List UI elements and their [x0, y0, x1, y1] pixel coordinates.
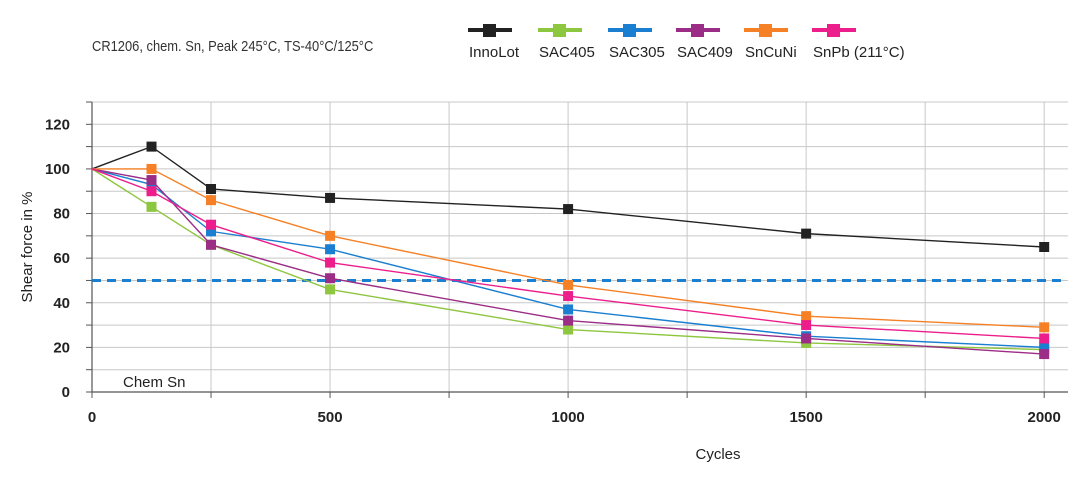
data-point-marker	[325, 257, 336, 268]
legend-label: SnCuNi	[745, 44, 797, 61]
data-point-marker	[1039, 342, 1050, 353]
y-tick-label: 120	[45, 116, 70, 133]
chart-annotation: Chem Sn	[123, 374, 186, 391]
data-point-marker	[1039, 242, 1050, 252]
plot-area	[92, 102, 1068, 392]
data-point-marker	[1039, 349, 1050, 360]
data-point-marker	[801, 333, 812, 344]
legend-label: SAC405	[539, 44, 595, 61]
x-tick-label: 500	[318, 409, 343, 426]
data-point-marker	[325, 273, 336, 284]
data-point-marker	[325, 244, 336, 255]
data-point-marker	[563, 315, 574, 326]
legend-swatch-marker	[553, 24, 566, 37]
data-point-marker	[146, 186, 157, 197]
legend-label: SnPb (211°C)	[813, 44, 905, 61]
data-point-marker	[146, 163, 157, 174]
data-point-marker	[206, 239, 217, 250]
data-point-marker	[325, 230, 336, 241]
x-tick-label: 1000	[551, 409, 584, 426]
data-point-marker	[206, 195, 217, 206]
y-axis-title: Shear force in %	[19, 192, 36, 303]
data-point-marker	[146, 141, 157, 152]
legend-label: SAC305	[609, 44, 665, 61]
y-tick-label: 40	[53, 295, 70, 312]
data-point-marker	[563, 279, 574, 290]
data-point-marker	[325, 192, 336, 203]
x-axis-title: Cycles	[695, 446, 740, 463]
data-point-marker	[1039, 322, 1050, 333]
x-tick-label: 0	[88, 409, 96, 426]
y-tick-label: 20	[53, 339, 70, 356]
data-point-marker	[1039, 333, 1050, 344]
data-point-marker	[325, 284, 336, 295]
legend-swatch-marker	[759, 24, 772, 37]
y-tick-label: 80	[53, 206, 70, 223]
data-point-marker	[146, 201, 157, 212]
data-point-marker	[563, 304, 574, 315]
data-point-marker	[563, 291, 574, 302]
data-point-marker	[146, 175, 157, 186]
data-point-marker	[563, 204, 574, 215]
data-point-marker	[801, 228, 812, 239]
data-point-marker	[206, 219, 217, 230]
y-tick-label: 0	[62, 384, 70, 401]
y-tick-label: 100	[45, 161, 70, 178]
legend-label: SAC409	[677, 44, 733, 61]
x-tick-label: 2000	[1028, 409, 1061, 426]
legend-swatch-marker	[827, 24, 840, 37]
x-tick-label: 1500	[789, 409, 822, 426]
data-point-marker	[206, 226, 217, 237]
y-tick-label: 60	[53, 250, 70, 267]
chart-subtitle: CR1206, chem. Sn, Peak 245°C, TS-40°C/12…	[92, 38, 374, 55]
data-point-marker	[206, 184, 217, 194]
data-point-marker	[801, 311, 812, 322]
legend-swatch-marker	[623, 24, 636, 37]
legend-label: InnoLot	[469, 44, 520, 61]
legend-swatch-marker	[691, 24, 704, 37]
legend-swatch-marker	[483, 24, 496, 37]
data-point-marker	[563, 324, 574, 335]
data-point-marker	[801, 320, 812, 331]
